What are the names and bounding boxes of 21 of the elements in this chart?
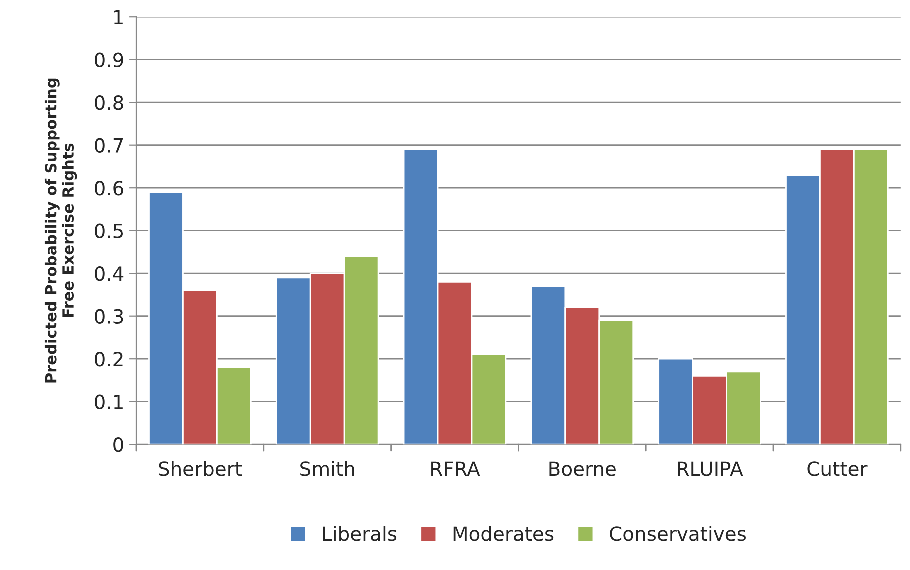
legend-label: Liberals xyxy=(323,526,397,542)
x-tick-label: Smith xyxy=(300,461,354,476)
y-tick-label: 0.1 xyxy=(95,394,123,410)
legend-label: Conservatives xyxy=(610,526,746,542)
x-tick-label: RLUIPA xyxy=(678,462,744,476)
x-tick-label: Boerne xyxy=(550,462,616,476)
legend-label: Moderates xyxy=(454,526,554,542)
y-tick-label: 0.5 xyxy=(95,224,123,239)
y-tick-label: 0 xyxy=(114,438,124,452)
y-tick-label: 1 xyxy=(114,10,123,24)
y-tick-label: 0.8 xyxy=(95,96,124,110)
y-axis-title: Predicted Probability of Supporting Free Exercise Rights xyxy=(44,78,78,383)
x-tick-label: RFRA xyxy=(432,462,480,476)
x-tick-label: Sherbert xyxy=(159,461,242,476)
y-tick-label: 0.6 xyxy=(95,181,124,196)
y-tick-label: 0.7 xyxy=(95,138,124,154)
y-tick-label: 0.3 xyxy=(95,309,124,324)
x-tick-label: Cutter xyxy=(808,462,868,476)
y-tick-label: 0.4 xyxy=(95,266,124,282)
y-tick-label: 0.2 xyxy=(95,352,123,367)
y-tick-label: 0.9 xyxy=(95,52,124,68)
